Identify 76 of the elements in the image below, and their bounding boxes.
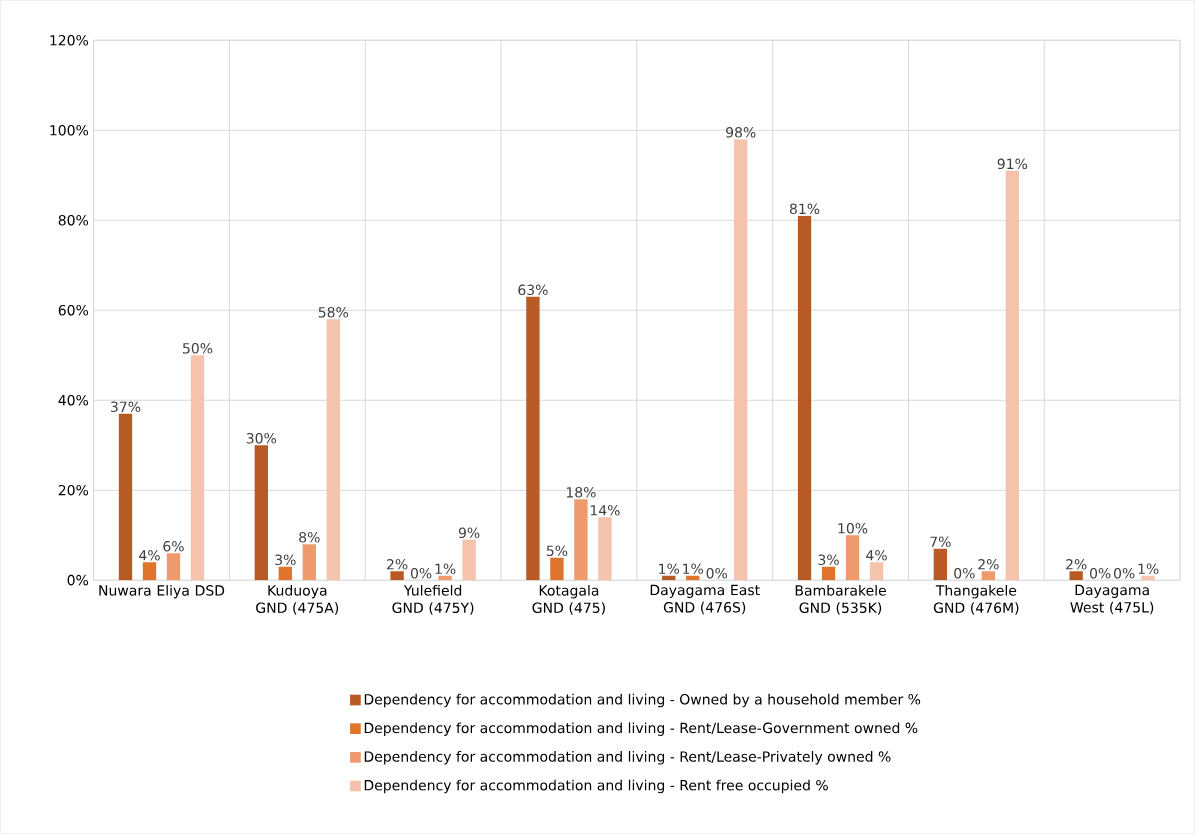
data-label: 0% xyxy=(410,568,432,579)
x-tick-label: Dayagama East GND (476S) xyxy=(650,585,760,615)
bar xyxy=(326,319,340,581)
bar xyxy=(1069,571,1083,581)
data-label: 10% xyxy=(838,523,868,534)
y-tick-label: 0% xyxy=(67,575,89,586)
data-label: 3% xyxy=(275,554,296,566)
data-label: 58% xyxy=(318,307,349,318)
y-tick-label: 100% xyxy=(50,125,89,136)
x-tick-label: Dayagama West (475L) xyxy=(1070,585,1154,615)
legend-label: Dependency for accommodation and living - Owned by a household member % xyxy=(364,693,921,708)
bar xyxy=(278,566,292,581)
data-label: 9% xyxy=(458,527,480,539)
legend-label: Dependency for accommodation and living - Rent/Lease-Government owned % xyxy=(364,722,918,737)
bar xyxy=(574,499,588,581)
bar xyxy=(845,535,860,581)
bar xyxy=(190,355,205,581)
bar xyxy=(142,562,157,581)
y-tick-label: 60% xyxy=(58,305,89,316)
bar xyxy=(166,553,181,581)
data-label: 14% xyxy=(590,505,620,516)
legend-label: Dependency for accommodation and living - Rent/Lease-Privately owned % xyxy=(364,751,891,765)
data-label: 8% xyxy=(299,532,320,543)
data-label: 37% xyxy=(111,401,141,413)
data-label: 2% xyxy=(978,559,999,570)
bar xyxy=(1141,575,1155,581)
bar xyxy=(933,548,948,581)
data-label: 7% xyxy=(930,536,951,548)
data-label: 2% xyxy=(387,559,408,570)
bar xyxy=(438,575,452,581)
bar xyxy=(1005,170,1020,581)
legend-label: Dependency for accommodation and living - Rent free occupied % xyxy=(364,779,828,794)
data-label: 50% xyxy=(183,343,213,354)
data-label: 4% xyxy=(139,550,160,561)
x-tick-label: Thangakele GND (476M) xyxy=(933,585,1019,615)
data-label: 4% xyxy=(866,550,887,561)
data-label: 91% xyxy=(997,158,1028,170)
data-label: 81% xyxy=(789,203,820,215)
data-label: 30% xyxy=(246,433,277,444)
data-label: 2% xyxy=(1066,559,1087,570)
data-label: 0% xyxy=(1089,568,1111,579)
bar xyxy=(462,539,476,581)
y-tick-label: 120% xyxy=(50,35,89,46)
data-label: 1% xyxy=(659,563,680,575)
data-label: 0% xyxy=(706,568,728,579)
data-label: 0% xyxy=(1113,568,1135,579)
x-tick-label: Kotagala GND (475) xyxy=(532,585,605,615)
bar xyxy=(302,544,316,581)
bar xyxy=(734,139,748,581)
data-label: 0% xyxy=(954,568,975,579)
data-label: 1% xyxy=(683,563,704,575)
y-tick-label: 80% xyxy=(58,215,89,226)
bar xyxy=(869,562,884,581)
data-label: 63% xyxy=(518,284,548,296)
y-tick-label: 20% xyxy=(58,485,89,496)
bar xyxy=(526,296,540,581)
data-label: 6% xyxy=(163,541,184,552)
x-tick-label: Nuwara Eliya DSD xyxy=(99,585,225,599)
data-label: 5% xyxy=(546,545,568,557)
bar xyxy=(254,445,268,581)
bar xyxy=(981,571,996,581)
bar xyxy=(821,566,836,581)
data-label: 1% xyxy=(435,563,456,575)
x-tick-label: Yulefield GND (475Y) xyxy=(392,585,474,615)
data-label: 1% xyxy=(1138,563,1159,575)
y-tick-label: 40% xyxy=(58,395,89,406)
bar xyxy=(390,571,404,581)
x-tick-label: Kuduoya GND (475A) xyxy=(256,585,339,615)
bar xyxy=(118,413,133,581)
x-tick-label: Bambarakele GND (535K) xyxy=(795,585,886,615)
bar xyxy=(598,517,612,581)
data-label: 3% xyxy=(818,554,839,566)
data-label: 18% xyxy=(566,487,596,498)
data-label: 98% xyxy=(726,127,756,138)
bar xyxy=(550,557,564,581)
bar xyxy=(797,215,812,581)
